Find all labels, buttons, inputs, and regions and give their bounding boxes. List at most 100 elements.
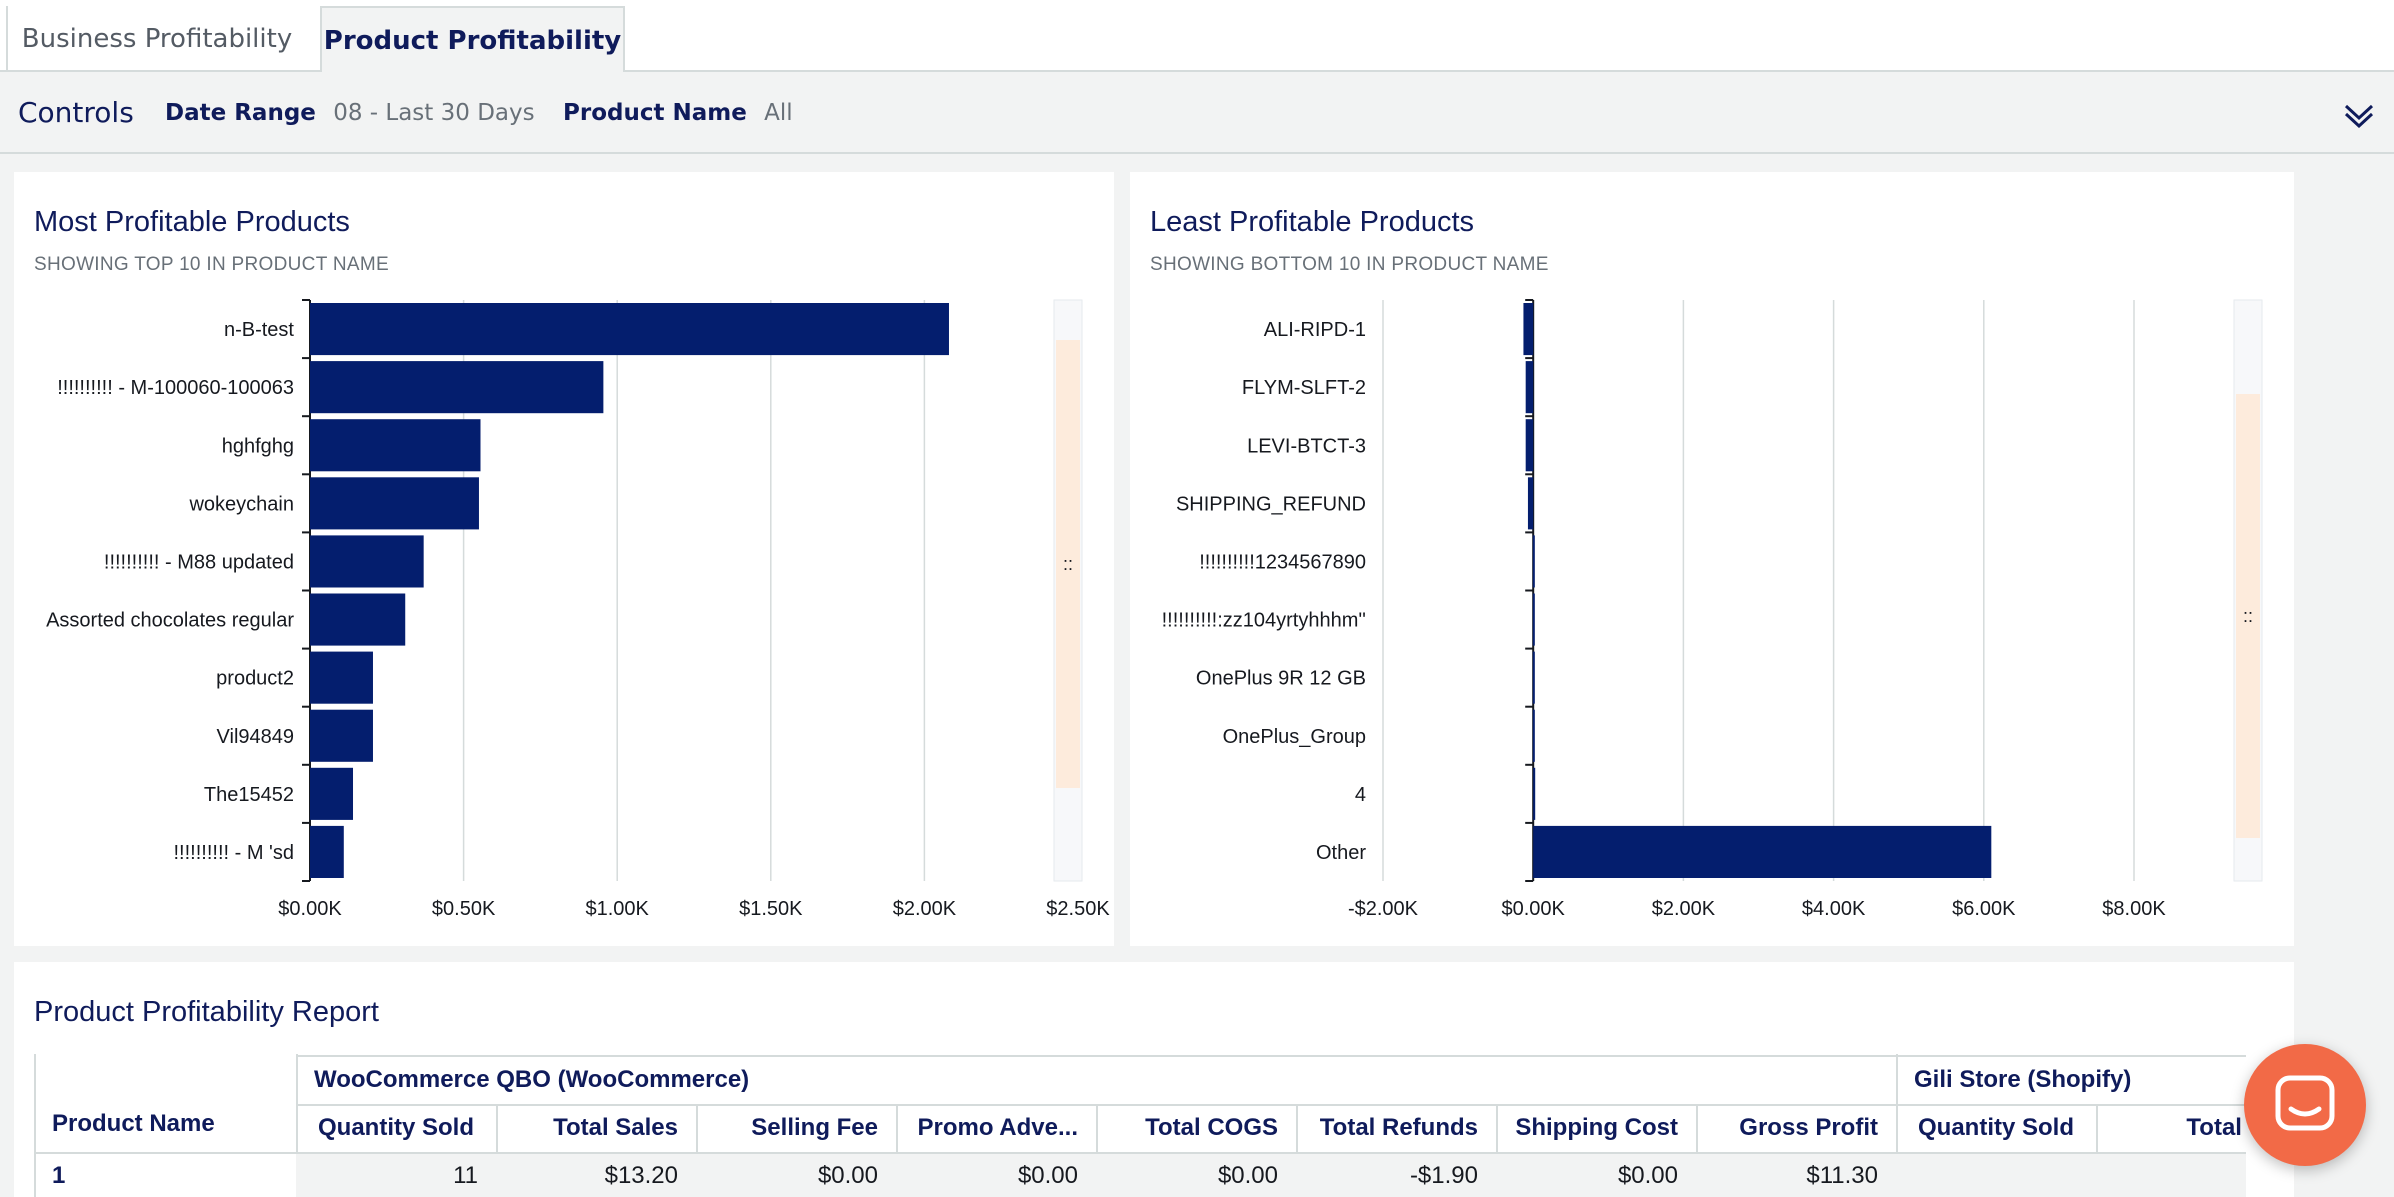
bar [1532, 709, 1535, 762]
column-divider [1696, 1104, 1698, 1197]
column-divider [496, 1104, 498, 1197]
table-border [296, 1055, 2246, 1057]
least-profitable-chart: -$2.00K $0.00K $2.00K $4.00K $6.00K $8.00K ALI… [1162, 299, 2263, 920]
x-tick-label: $1.00K [586, 898, 650, 920]
table-border [1896, 1054, 1898, 1197]
group-header: Gili Store (Shopify) [1914, 1066, 2132, 1093]
category-label: SHIPPING_REFUND [1176, 493, 1366, 515]
product-name-label: Product Name [563, 100, 747, 126]
bar [1532, 593, 1535, 646]
category-label: ALI-RIPD-1 [1264, 319, 1366, 341]
bar [1533, 767, 1536, 820]
bar [310, 361, 604, 414]
tab-product-profitability[interactable]: Product Profitability [320, 6, 625, 74]
table-row-name: 1 [52, 1162, 66, 1189]
bar [310, 767, 354, 820]
controls-title: Controls [18, 96, 134, 129]
bar [1533, 825, 1992, 878]
x-tick-label: $1.50K [739, 898, 803, 920]
date-range-control[interactable]: Date Range 08 - Last 30 Days [165, 100, 535, 126]
group-header: WooCommerce QBO (WooCommerce) [314, 1066, 750, 1093]
table-cell: -$1.90 [1409, 1162, 1478, 1189]
product-profitability-report: Product Profitability Report WooCommerce… [14, 962, 2294, 1197]
bar [1527, 477, 1534, 530]
table-cell: $0.00 [1217, 1162, 1278, 1189]
column-header: Total Sa [2186, 1114, 2246, 1141]
category-label: wokeychain [188, 493, 294, 515]
x-tick-label: $6.00K [1952, 898, 2016, 920]
column-divider [1096, 1104, 1098, 1197]
double-chevron-down-icon[interactable] [2342, 98, 2376, 132]
panel-subtitle: SHOWING BOTTOM 10 IN PRODUCT NAME [1150, 254, 1549, 275]
tab-label: Business Profitability [21, 24, 293, 54]
tab-business-profitability[interactable]: Business Profitability [6, 6, 306, 72]
column-divider [1296, 1104, 1298, 1197]
row-header-product-name: Product Name [52, 1110, 215, 1137]
category-label: OnePlus_Group [1223, 726, 1366, 748]
product-name-control[interactable]: Product Name All [563, 100, 793, 126]
column-header: Gross Profit [1739, 1114, 1878, 1141]
bar [310, 651, 373, 704]
column-header: Total Refunds [1319, 1114, 1478, 1141]
date-range-label: Date Range [165, 100, 316, 126]
x-tick-label: $8.00K [2102, 898, 2166, 920]
bar [1523, 303, 1534, 356]
scroll-thumb [2236, 394, 2260, 838]
table-cell: $0.00 [817, 1162, 878, 1189]
category-label: !!!!!!!!!! - M88 updated [104, 551, 294, 573]
most-profitable-panel: Most Profitable Products SHOWING TOP 10 … [14, 172, 1114, 946]
category-label: 4 [1355, 784, 1366, 806]
panel-subtitle: SHOWING TOP 10 IN PRODUCT NAME [34, 254, 389, 275]
most-profitable-chart: $0.00K $0.50K $1.00K $1.50K $2.00K $2.50K n-B-… [46, 299, 1110, 920]
table-cell: $11.30 [1806, 1162, 1878, 1189]
category-label: Assorted chocolates regular [46, 610, 294, 632]
bar [1532, 651, 1535, 704]
category-label: FLYM-SLFT-2 [1242, 377, 1366, 399]
category-label: Vil94849 [217, 726, 294, 748]
bar [310, 709, 373, 762]
table-row-bg [296, 1154, 2246, 1197]
category-label: product2 [216, 668, 294, 690]
controls-bar: Controls Date Range 08 - Last 30 Days Pr… [0, 72, 2394, 154]
bar [310, 477, 479, 530]
bar [310, 593, 406, 646]
column-divider [1496, 1104, 1498, 1197]
column-header: Quantity Sold [1918, 1114, 2074, 1141]
category-label: LEVI-BTCT-3 [1247, 435, 1366, 457]
date-range-value: 08 - Last 30 Days [333, 100, 535, 126]
column-header: Quantity Sold [318, 1114, 474, 1141]
column-header: Promo Adve... [917, 1114, 1078, 1141]
category-label: hghfghg [222, 435, 294, 457]
column-header: Selling Fee [751, 1114, 878, 1141]
tab-label: Product Profitability [323, 26, 622, 56]
x-tick-label: $2.50K [1046, 898, 1110, 920]
bar [1532, 535, 1535, 588]
x-tick-label: $4.00K [1802, 898, 1866, 920]
x-tick-label: $0.50K [432, 898, 496, 920]
product-name-value: All [764, 100, 793, 126]
table-cell: $0.00 [1617, 1162, 1678, 1189]
x-tick-label: $0.00K [278, 898, 342, 920]
table-cell: $13.20 [604, 1162, 678, 1189]
table-cell: 11 [453, 1162, 478, 1189]
scroll-thumb [1056, 340, 1080, 788]
table-border [34, 1054, 36, 1197]
tab-bar: Business Profitability Product Profitabi… [0, 0, 2394, 74]
drag-handle-icon: :: [1063, 554, 1073, 574]
category-label: OnePlus 9R 12 GB [1196, 668, 1366, 690]
x-tick-label: -$2.00K [1348, 898, 1419, 920]
drag-handle-icon: :: [2243, 606, 2253, 626]
table-border [34, 1152, 2246, 1154]
category-label: !!!!!!!!!! - M-100060-100063 [57, 377, 294, 399]
column-divider [2096, 1104, 2098, 1197]
category-label: n-B-test [224, 319, 294, 341]
least-profitable-panel: Least Profitable Products SHOWING BOTTOM… [1130, 172, 2294, 946]
column-header: Total Sales [553, 1114, 678, 1141]
chat-launcher-button[interactable] [2244, 1044, 2366, 1166]
x-tick-label: $2.00K [1652, 898, 1716, 920]
bar [310, 303, 949, 356]
report-title: Product Profitability Report [34, 996, 379, 1028]
x-tick-label: $2.00K [893, 898, 957, 920]
bar [310, 535, 424, 588]
column-divider [896, 1104, 898, 1197]
